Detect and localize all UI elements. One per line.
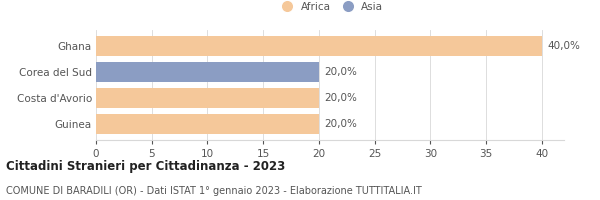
Bar: [96, 88, 319, 108]
Bar: [96, 62, 319, 82]
Bar: [96, 36, 542, 56]
Text: 20,0%: 20,0%: [325, 119, 358, 129]
Text: 20,0%: 20,0%: [325, 67, 358, 77]
Text: 40,0%: 40,0%: [547, 41, 580, 51]
Text: COMUNE DI BARADILI (OR) - Dati ISTAT 1° gennaio 2023 - Elaborazione TUTTITALIA.I: COMUNE DI BARADILI (OR) - Dati ISTAT 1° …: [6, 186, 422, 196]
Text: Cittadini Stranieri per Cittadinanza - 2023: Cittadini Stranieri per Cittadinanza - 2…: [6, 160, 285, 173]
Legend: Africa, Asia: Africa, Asia: [273, 0, 387, 16]
Text: 20,0%: 20,0%: [325, 93, 358, 103]
Bar: [96, 114, 319, 134]
